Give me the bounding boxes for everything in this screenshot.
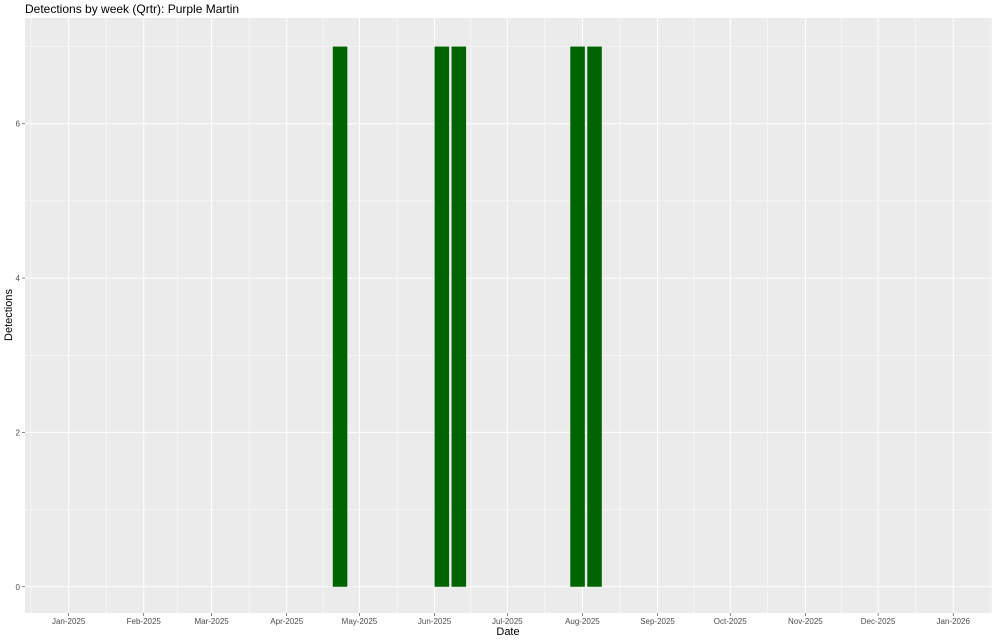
y-axis: 0 2 4 6 — [16, 120, 25, 592]
x-tick-label: Mar-2025 — [194, 617, 229, 626]
y-tick-label: 0 — [16, 583, 21, 592]
y-tick-label: 4 — [16, 274, 21, 283]
x-tick-label: Apr-2025 — [270, 617, 303, 626]
x-tick-label: Dec-2025 — [861, 617, 896, 626]
plot-panel — [25, 18, 992, 613]
x-tick-label: Jan-2025 — [52, 617, 86, 626]
x-tick-label: Oct-2025 — [714, 617, 747, 626]
x-tick-label: Sep-2025 — [640, 617, 675, 626]
bar — [587, 46, 602, 587]
bar — [332, 46, 348, 587]
bar — [434, 46, 450, 587]
y-tick-label: 6 — [16, 120, 21, 129]
x-tick-label: Jan-2026 — [937, 617, 971, 626]
chart-title: Detections by week (Qrtr): Purple Martin — [25, 2, 239, 16]
bars — [332, 46, 602, 587]
y-tick-label: 2 — [16, 428, 21, 437]
x-axis-label: Date — [496, 626, 519, 638]
x-tick-label: Feb-2025 — [127, 617, 162, 626]
y-axis-label: Detections — [3, 289, 15, 341]
x-tick-label: Jul-2025 — [492, 617, 523, 626]
x-tick-label: Aug-2025 — [565, 617, 600, 626]
x-tick-label: May-2025 — [342, 617, 378, 626]
bar — [570, 46, 585, 587]
grid-lines — [25, 18, 992, 613]
bar — [451, 46, 467, 587]
x-tick-label: Nov-2025 — [788, 617, 823, 626]
x-axis: Jan-2025 Feb-2025 Mar-2025 Apr-2025 May-2025… — [52, 613, 971, 626]
x-tick-label: Jun-2025 — [418, 617, 452, 626]
